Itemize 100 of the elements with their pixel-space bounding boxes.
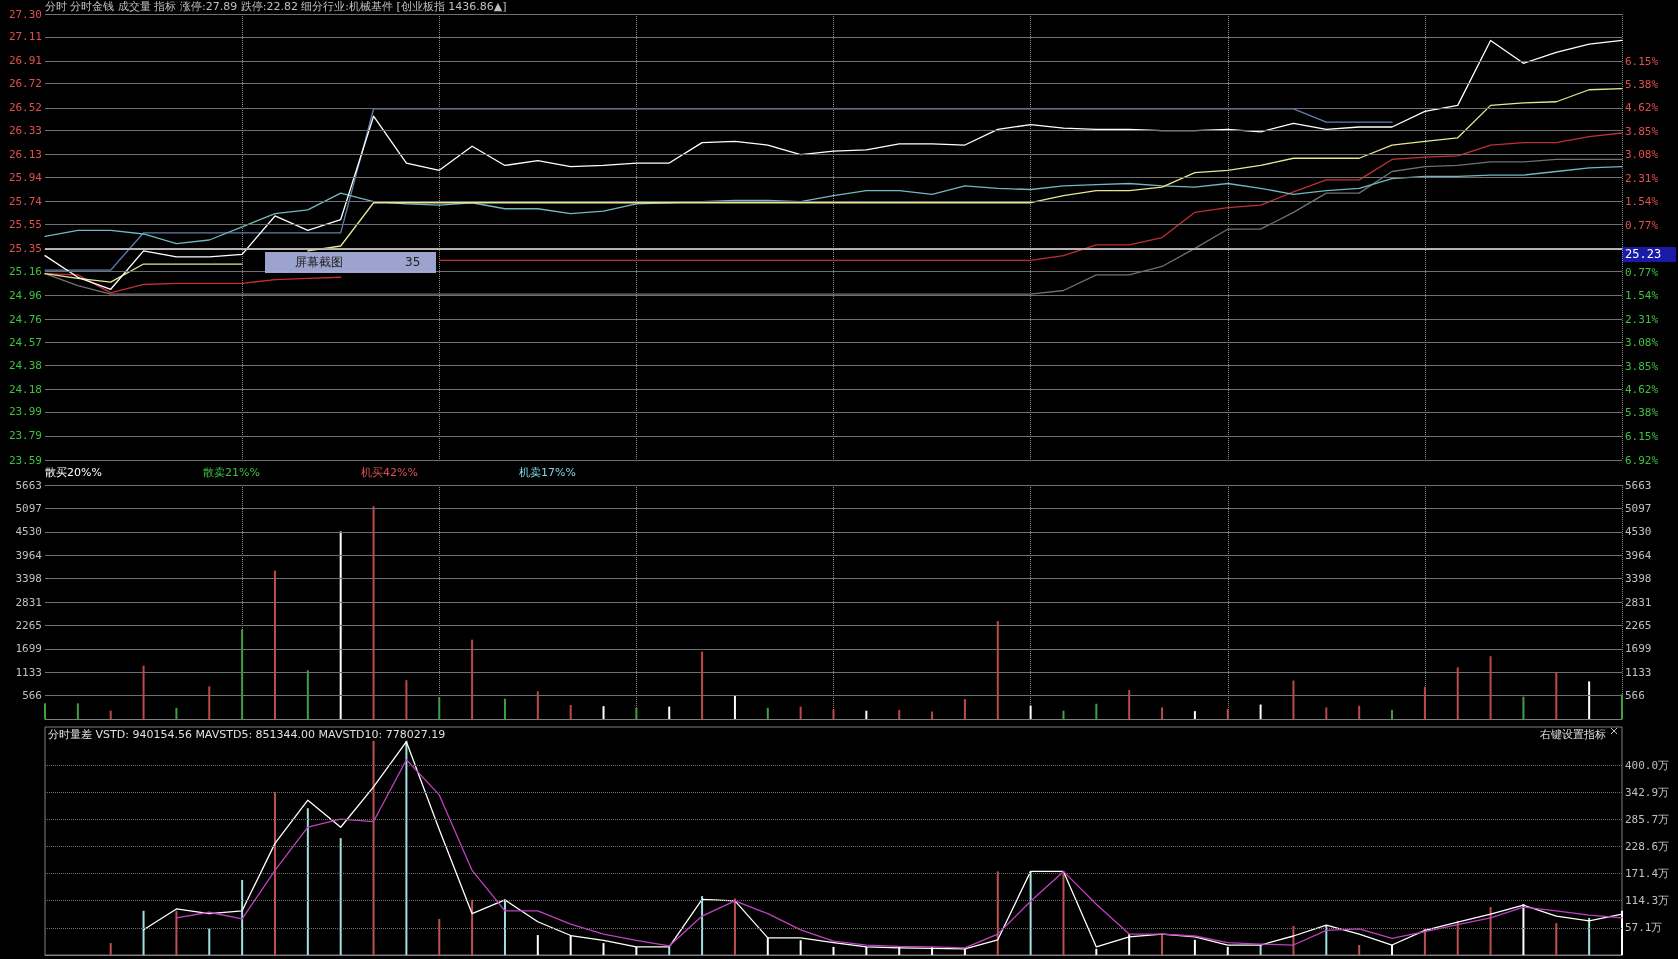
bar bbox=[76, 703, 79, 719]
y2-tick-label: 2.31% bbox=[1625, 312, 1659, 326]
bar bbox=[405, 740, 408, 955]
y-tick-label: 3398 bbox=[15, 572, 42, 586]
bar bbox=[273, 792, 276, 955]
bar bbox=[142, 665, 145, 719]
y-tick-label: 27.30 bbox=[8, 7, 42, 21]
y-tick-label: 23.79 bbox=[8, 429, 42, 443]
bar bbox=[1391, 709, 1394, 719]
bar bbox=[1588, 917, 1591, 955]
y-tick-label: 24.18 bbox=[8, 382, 42, 396]
bar bbox=[1161, 707, 1164, 719]
y-tick-label: 26.33 bbox=[8, 124, 42, 138]
y-tick-label: 25.35 bbox=[8, 241, 42, 255]
bar bbox=[1358, 945, 1361, 955]
bar bbox=[701, 896, 704, 955]
bar bbox=[208, 686, 211, 719]
bar bbox=[339, 838, 342, 955]
bar bbox=[1555, 672, 1558, 719]
y2-tick-label: 3.85% bbox=[1625, 359, 1659, 373]
y2-tick-label: 4.62% bbox=[1625, 101, 1659, 115]
y-tick-label: 114.3万 bbox=[1625, 894, 1670, 908]
text: 25.23 bbox=[1625, 247, 1662, 261]
y-tick-label: 342.9万 bbox=[1625, 785, 1670, 799]
bar bbox=[1325, 925, 1328, 955]
y2-tick-label: 1.54% bbox=[1625, 195, 1659, 209]
y2-tick-label: 6.92% bbox=[1625, 453, 1659, 467]
bar bbox=[471, 899, 474, 955]
bar bbox=[109, 943, 112, 955]
bar bbox=[175, 910, 178, 955]
y-tick-label: 26.13 bbox=[8, 148, 42, 162]
line-series bbox=[44, 166, 1623, 245]
bar bbox=[1489, 656, 1492, 719]
bar bbox=[175, 707, 178, 719]
bar bbox=[306, 670, 309, 719]
bar bbox=[1423, 686, 1426, 719]
y-tick-label: 5663 bbox=[15, 478, 42, 492]
bar bbox=[701, 651, 704, 719]
bar bbox=[931, 711, 934, 719]
popup-box: 屏幕截图 35 bbox=[265, 252, 436, 273]
text: 机卖17%% bbox=[519, 466, 576, 479]
y2-tick-label: 1.54% bbox=[1625, 289, 1659, 303]
y2-tick-label: 3.08% bbox=[1625, 148, 1659, 162]
bar bbox=[733, 695, 736, 719]
y-tick-label: 25.16 bbox=[8, 264, 42, 278]
bar bbox=[668, 946, 671, 955]
y-tick-label: 26.72 bbox=[8, 77, 42, 91]
y2-tick-label: 2.31% bbox=[1625, 171, 1659, 185]
y2-tick-label: 4.62% bbox=[1625, 383, 1659, 397]
y-tick-label: 25.94 bbox=[8, 170, 43, 184]
y-tick-label: 26.52 bbox=[8, 101, 42, 115]
bar bbox=[1325, 707, 1328, 719]
bar bbox=[668, 706, 671, 719]
text: 机买42%% bbox=[361, 466, 418, 479]
bar bbox=[766, 707, 769, 719]
bar bbox=[1423, 928, 1426, 955]
y2-tick-label: 0.77% bbox=[1625, 265, 1659, 279]
bar bbox=[635, 707, 638, 719]
line-series bbox=[44, 108, 1393, 271]
annotation: 35 bbox=[405, 254, 421, 271]
bar bbox=[1095, 703, 1098, 719]
y-tick-label: 1699 bbox=[15, 642, 42, 656]
bar bbox=[536, 935, 539, 955]
y-tick-label: 23.59 bbox=[8, 453, 42, 467]
annotation: 右键设置指标 bbox=[1540, 728, 1606, 741]
bar bbox=[273, 570, 276, 719]
text: 散买20%% bbox=[45, 466, 102, 479]
bar bbox=[471, 639, 474, 719]
bar bbox=[372, 740, 375, 955]
chart-title: 分时 分时金钱 成交量 指标 涨停:27.89 跌停:22.82 细分行业:机械基件 [创业板指 1436.86▲] bbox=[45, 0, 507, 13]
y-tick-label: 24.76 bbox=[8, 312, 42, 326]
bar bbox=[996, 621, 999, 719]
bar bbox=[602, 943, 605, 955]
y-tick-label: 1133 bbox=[15, 665, 42, 679]
bar bbox=[1588, 681, 1591, 719]
bar bbox=[1555, 923, 1558, 955]
bar bbox=[1259, 704, 1262, 719]
bar bbox=[142, 910, 145, 955]
annotation: 屏幕截图 bbox=[295, 254, 343, 271]
bar bbox=[306, 808, 309, 955]
bar bbox=[438, 697, 441, 719]
y-tick-label: 4530 bbox=[15, 525, 42, 539]
bar bbox=[241, 629, 244, 719]
bar bbox=[733, 898, 736, 955]
y-tick-label: 25.74 bbox=[8, 195, 43, 209]
bar bbox=[898, 709, 901, 719]
bar bbox=[1193, 711, 1196, 719]
bar bbox=[832, 709, 835, 719]
bar bbox=[44, 703, 46, 719]
bar bbox=[503, 698, 506, 719]
y-tick-label: 23.99 bbox=[8, 405, 42, 419]
bar bbox=[241, 879, 244, 955]
bar bbox=[602, 706, 605, 719]
y-tick-label: 171.4万 bbox=[1625, 867, 1670, 881]
y-tick-label: 2265 bbox=[15, 618, 42, 632]
y2-tick-label: 3.08% bbox=[1625, 336, 1659, 350]
y-tick-label: 24.96 bbox=[8, 288, 42, 302]
bar bbox=[569, 704, 572, 719]
bar bbox=[799, 706, 802, 719]
bar bbox=[1456, 920, 1459, 955]
